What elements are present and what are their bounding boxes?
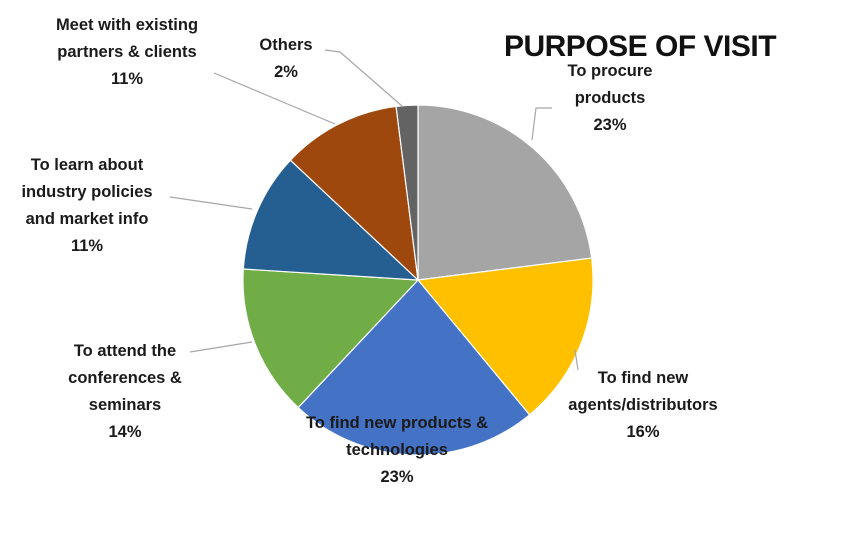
slice-value-label: 16% xyxy=(626,423,659,441)
slice-value-label: 14% xyxy=(108,423,141,441)
leader-line-6 xyxy=(213,72,336,125)
leader-line-7 xyxy=(324,49,403,107)
slice-name-label: products xyxy=(575,89,646,107)
slice-name-label: To find new products & xyxy=(306,414,488,432)
slice-name-label: Others xyxy=(259,36,312,54)
pie-slice-7 xyxy=(395,104,419,281)
slice-name-label: To find new xyxy=(598,369,689,387)
slice-name-label: conferences & xyxy=(68,369,182,387)
leader-lines xyxy=(169,49,579,371)
slice-name-label: To procure xyxy=(568,62,653,80)
slice-labels: To procure products 23% To find new agents/d… xyxy=(21,16,717,486)
pie-slices xyxy=(242,104,594,456)
slice-value-label: 11% xyxy=(111,70,143,88)
pie-slice-3 xyxy=(297,279,531,456)
slice-name-label: Meet with existing xyxy=(56,16,198,34)
slice-value-label: 11% xyxy=(71,237,103,255)
pie-slice-4 xyxy=(242,268,420,409)
slice-name-label: industry policies xyxy=(21,183,152,201)
slice-value-label: 23% xyxy=(380,468,413,486)
pie-slice-2 xyxy=(416,257,594,416)
slice-value-label: 2% xyxy=(274,63,298,81)
slice-name-label: seminars xyxy=(89,396,161,414)
slice-name-label: technologies xyxy=(346,441,448,459)
leader-line-2 xyxy=(574,349,579,371)
slice-value-label: 23% xyxy=(593,116,626,134)
slice-name-label: To attend the xyxy=(74,342,176,360)
leader-line-1 xyxy=(531,107,552,141)
slice-name-label: agents/distributors xyxy=(568,396,717,414)
leader-line-5 xyxy=(169,196,253,210)
pie-slice-5 xyxy=(242,159,420,281)
pie-slice-1 xyxy=(417,104,593,281)
slice-name-label: To learn about xyxy=(31,156,144,174)
slice-name-label: partners & clients xyxy=(57,43,196,61)
chart-title: PURPOSE OF VISIT xyxy=(504,30,776,63)
pie-slice-6 xyxy=(289,105,419,282)
leader-line-4 xyxy=(189,341,253,353)
slice-name-label: and market info xyxy=(26,210,149,228)
